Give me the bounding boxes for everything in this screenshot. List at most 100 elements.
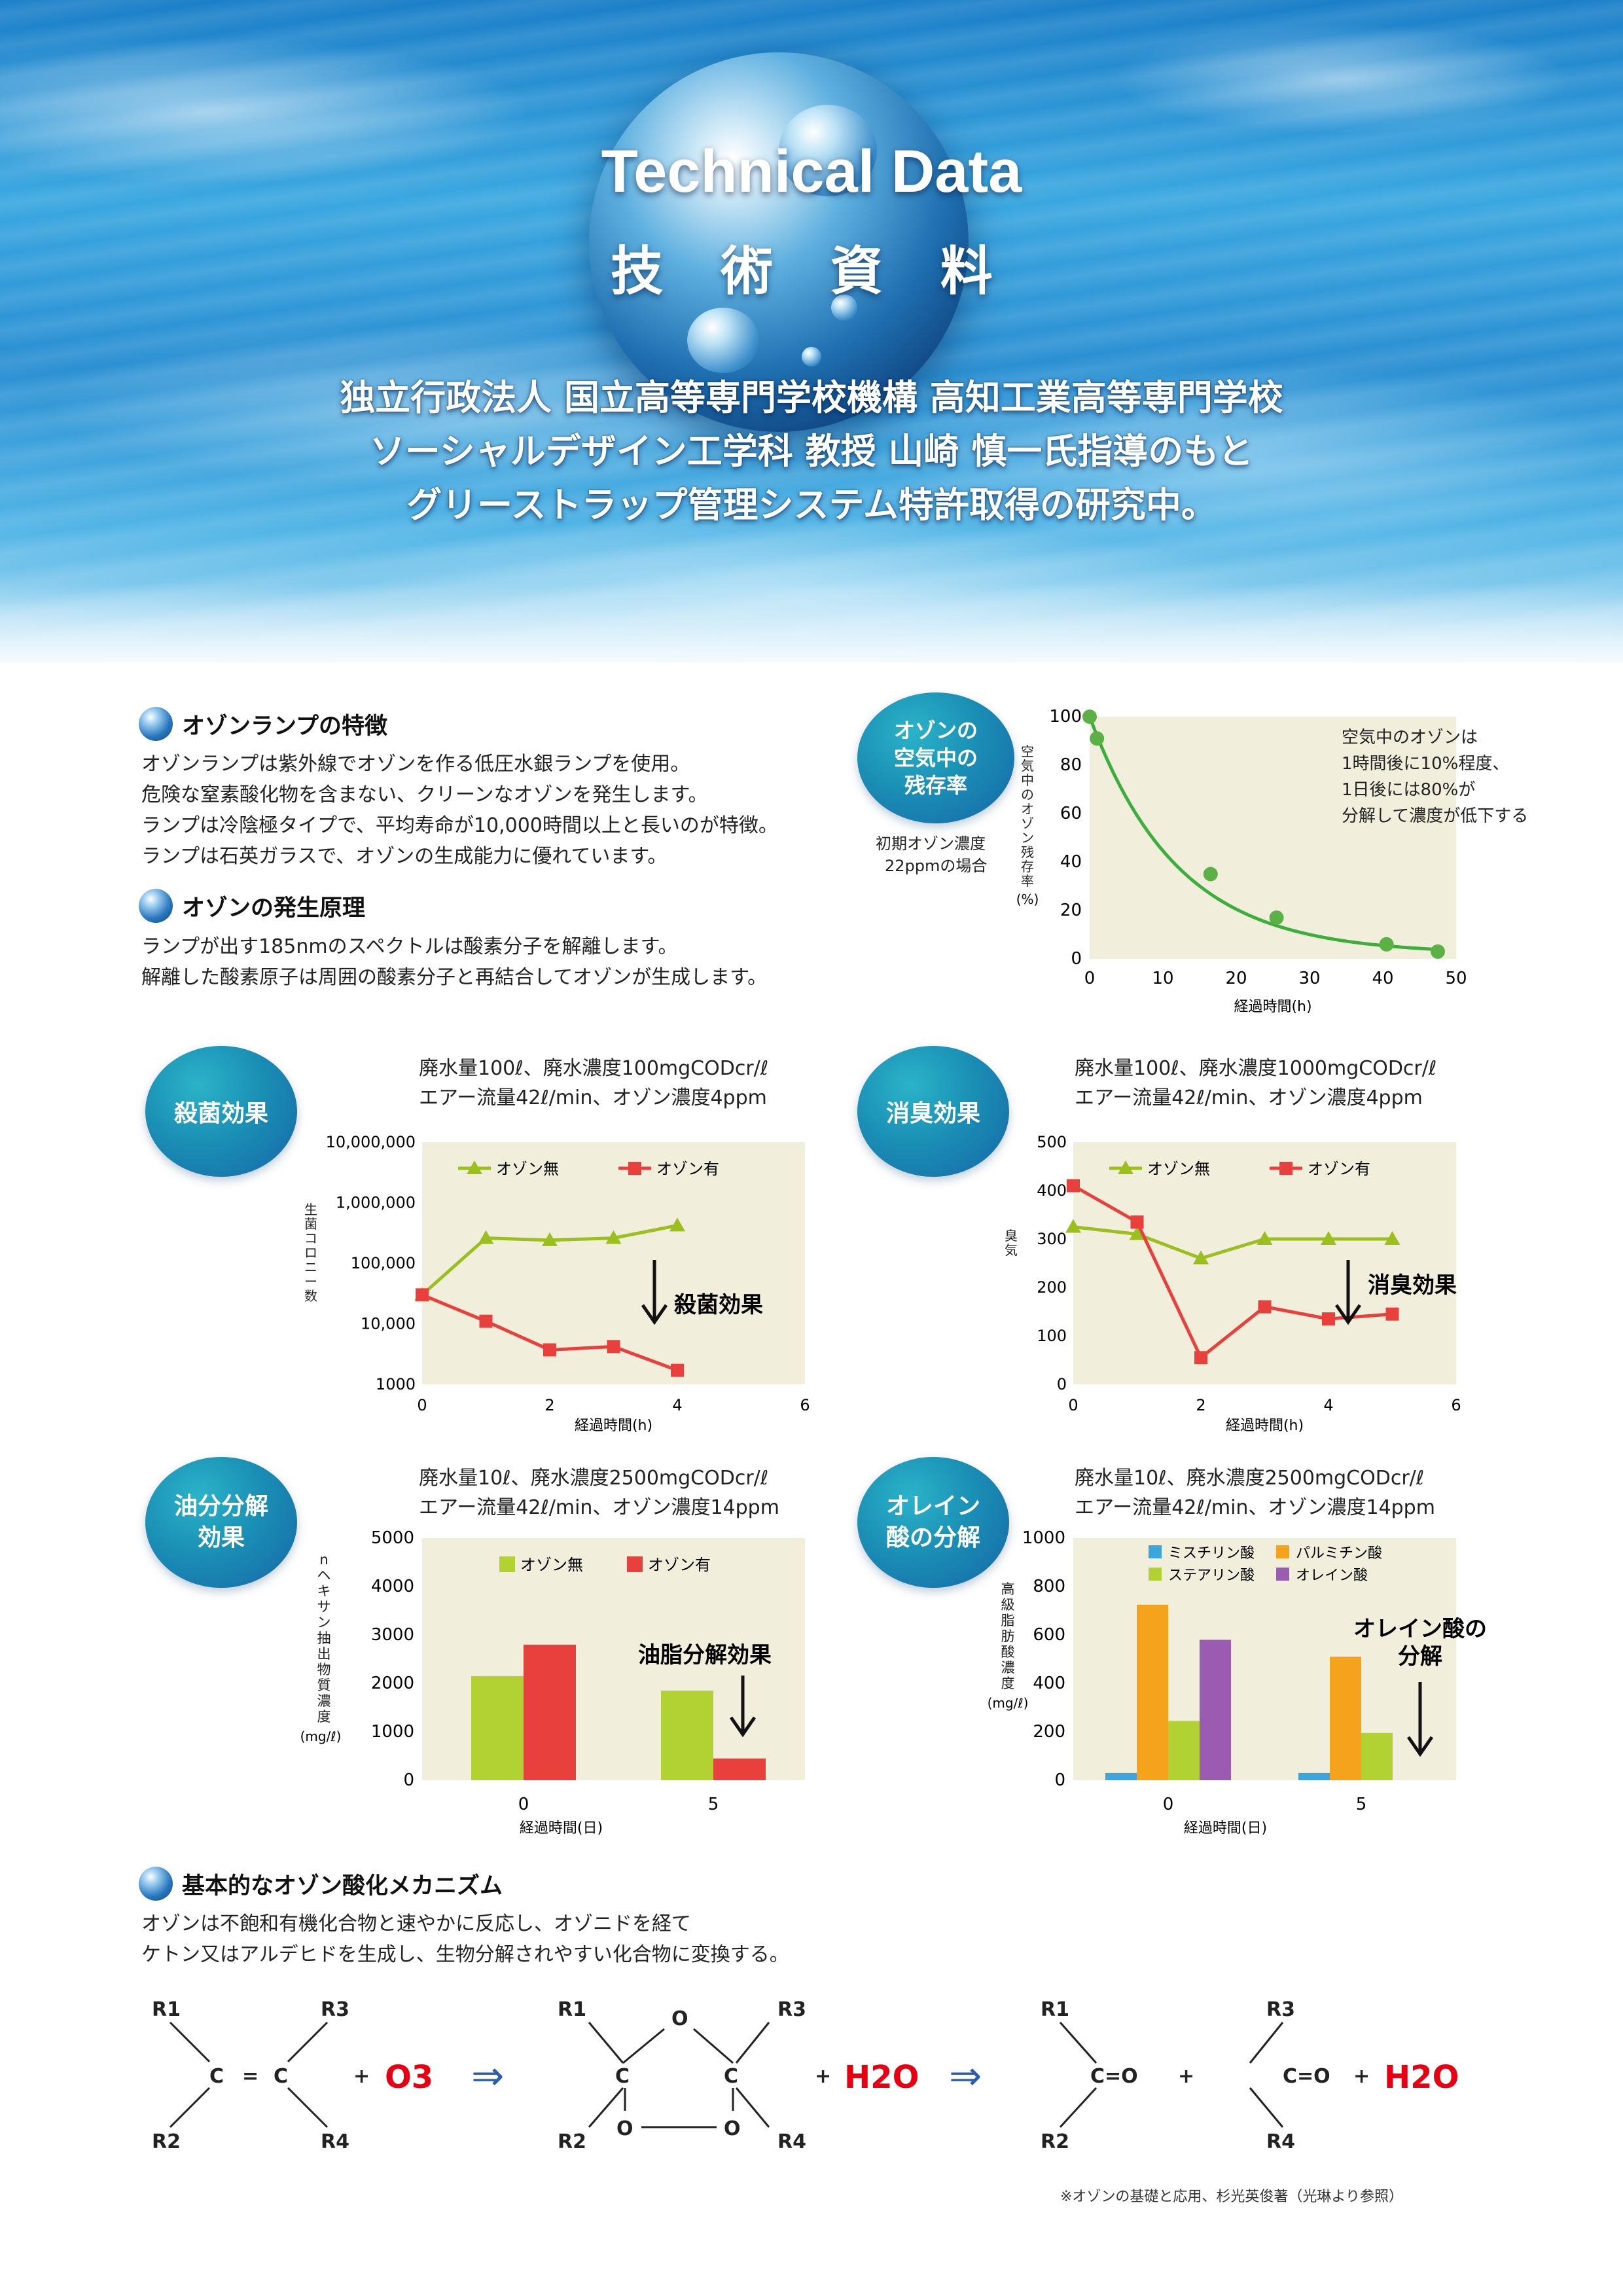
r4-label: R4 xyxy=(321,2130,349,2153)
heading-text: 基本的なオゾン酸化メカニズム xyxy=(182,1873,503,1899)
y-tick-label: 400 xyxy=(1037,1181,1067,1200)
y-tick-label: 40 xyxy=(1060,852,1082,872)
y-axis-label: ニ xyxy=(304,1259,317,1275)
y-axis-label: 質 xyxy=(317,1677,331,1693)
y-axis-label: 気 xyxy=(1021,758,1034,774)
annotation-text: 分解 xyxy=(1398,1643,1442,1670)
data-point xyxy=(479,1314,493,1328)
y-axis-label: 出 xyxy=(317,1646,331,1662)
data-point xyxy=(1193,1250,1209,1265)
oleic-badge: オレイン 酸の分解 xyxy=(857,1457,1009,1588)
water-droplet xyxy=(687,308,759,373)
badge-line: オレイン xyxy=(885,1493,980,1520)
oil-conditions: 廃水量10ℓ、廃水濃度2500mgCODcr/ℓ エアー流量42ℓ/min、オゾ… xyxy=(419,1463,779,1522)
y-axis-label: ヘ xyxy=(317,1568,331,1583)
text-line: 廃水量100ℓ、廃水濃度1000mgCODcr/ℓ xyxy=(1075,1057,1437,1080)
bar xyxy=(524,1644,576,1780)
hero-line-3: グリーストラップ管理システム特許取得の研究中。 xyxy=(406,484,1217,526)
data-point xyxy=(478,1230,494,1244)
y-tick-label: 4000 xyxy=(371,1577,414,1596)
residual-note: 初期オゾン濃度 22ppmの場合 xyxy=(876,833,987,877)
annotation-text: 分解して濃度が低下する xyxy=(1342,806,1528,826)
data-point xyxy=(669,1217,685,1232)
data-point xyxy=(1090,731,1105,746)
y-tick-label: 1000 xyxy=(1022,1528,1065,1548)
text-line: 初期オゾン濃度 xyxy=(876,834,986,853)
text-line: ランプは石英ガラスで、オゾンの生成能力に優れています。 xyxy=(141,845,668,868)
sterilize-chart: 1000 10,000 100,000 1,000,000 10,000,000 0 2 4 6… xyxy=(304,1133,810,1434)
text-line: ランプが出す185nmのスペクトルは酸素分子を解離します。 xyxy=(141,935,678,958)
water-formula: H2O xyxy=(1384,2059,1459,2096)
legend-swatch xyxy=(1149,1568,1162,1581)
x-tick-label: 5 xyxy=(708,1795,719,1814)
legend-label: オゾン有 xyxy=(648,1556,711,1574)
data-point xyxy=(1385,1307,1399,1321)
y-axis-label: 濃 xyxy=(1001,1660,1015,1676)
x-tick-label: 40 xyxy=(1372,969,1393,988)
legend-label: オレイン酸 xyxy=(1296,1568,1368,1584)
annotation-text: オレイン酸の xyxy=(1353,1616,1487,1642)
water-formula: H2O xyxy=(844,2059,919,2096)
heading-text: オゾンランプの特徴 xyxy=(182,713,387,740)
r1-label: R1 xyxy=(1041,1998,1069,2021)
data-point xyxy=(1279,1162,1293,1175)
heading-text: オゾンの発生原理 xyxy=(182,895,366,922)
legend-label: ステアリン酸 xyxy=(1168,1568,1255,1584)
water-droplet xyxy=(802,347,821,367)
data-point xyxy=(1379,937,1394,952)
y-tick-label: 200 xyxy=(1037,1278,1067,1297)
data-point xyxy=(1269,910,1284,925)
y-axis-label: (mg/ℓ) xyxy=(300,1729,342,1744)
bar xyxy=(1105,1772,1137,1780)
y-tick-label: 300 xyxy=(1037,1230,1067,1248)
bar xyxy=(1361,1732,1393,1780)
series-line xyxy=(1072,1184,1393,1361)
x-tick-label: 4 xyxy=(672,1396,682,1414)
series-line xyxy=(1073,1225,1393,1261)
text-line: 危険な窒素酸化物を含まない、クリーンなオゾンを発生します。 xyxy=(141,783,708,806)
r4-label: R4 xyxy=(777,2130,806,2153)
y-axis-label: ー xyxy=(304,1274,317,1289)
carbon-label: C xyxy=(615,2065,630,2088)
x-tick-label: 2 xyxy=(1196,1396,1205,1414)
y-axis-label: ン xyxy=(1021,830,1034,846)
principle-paragraph: ランプが出す185nmのスペクトルは酸素分子を解離します。 解離した酸素原子は周… xyxy=(141,931,767,993)
y-axis-label: 濃 xyxy=(317,1693,331,1709)
badge-line: 消臭効果 xyxy=(885,1100,980,1127)
data-point xyxy=(628,1162,641,1175)
down-arrow-icon xyxy=(729,1716,757,1738)
legend-swatch xyxy=(1149,1545,1162,1558)
y-tick-label: 1000 xyxy=(371,1722,414,1742)
oxygen-label: O xyxy=(724,2117,741,2140)
oil-badge: 油分分解 効果 xyxy=(145,1457,297,1588)
y-tick-label: 0 xyxy=(1071,949,1082,969)
y-axis-label: 存 xyxy=(1021,859,1034,874)
section-heading: オゾンの発生原理 xyxy=(139,889,365,923)
water-droplet xyxy=(831,295,857,321)
bar xyxy=(1330,1657,1361,1780)
y-tick-label: 800 xyxy=(1033,1577,1065,1596)
down-arrow-icon xyxy=(641,1304,668,1325)
y-axis-label: の xyxy=(1021,787,1034,802)
mechanism-paragraph: オゾンは不飽和有機化合物と速やかに反応し、オゾニドを経て ケトン又はアルデヒドを… xyxy=(141,1909,789,1970)
y-axis-label: 中 xyxy=(1021,772,1034,788)
text-line: オゾンは不飽和有機化合物と速やかに反応し、オゾニドを経て xyxy=(141,1912,691,1935)
x-axis-label: 経過時間(日) xyxy=(1184,1820,1267,1837)
y-tick-label: 10,000,000 xyxy=(326,1133,416,1151)
data-point xyxy=(1118,1160,1133,1174)
badge-line: 殺菌効果 xyxy=(173,1100,268,1127)
x-tick-label: 10 xyxy=(1152,969,1173,988)
reaction-arrow-icon: ⇒ xyxy=(949,2053,982,2099)
data-point xyxy=(1129,1226,1145,1240)
data-point xyxy=(1065,1219,1081,1233)
data-point xyxy=(1203,867,1218,882)
annotation-text: 1時間後に10%程度、 xyxy=(1342,754,1509,774)
data-point xyxy=(416,1288,429,1302)
bar xyxy=(1200,1640,1231,1780)
annotation-text: 空気中のオゾンは xyxy=(1342,728,1478,747)
hero-fade xyxy=(0,584,1623,662)
r3-label: R3 xyxy=(1266,1998,1295,2021)
reaction-arrow-icon: ⇒ xyxy=(471,2053,504,2099)
ozonolysis-formula: R1 R2 R3 R4 C = C + R1 R2 O R3 C C O O R… xyxy=(152,1998,1459,2153)
text-line: 廃水量100ℓ、廃水濃度100mgCODcr/ℓ xyxy=(419,1057,769,1080)
